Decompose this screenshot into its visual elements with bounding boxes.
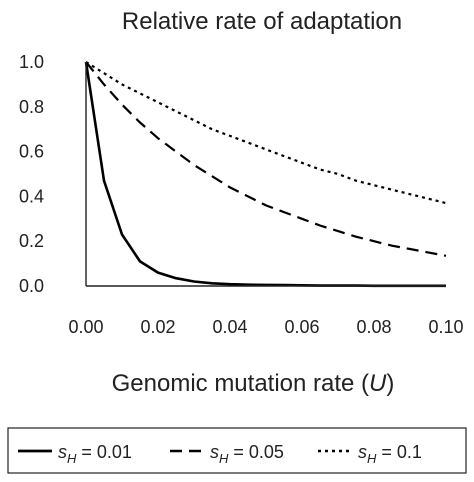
x-tick-label: 0.06 bbox=[284, 317, 319, 337]
series-line-solid bbox=[84, 61, 446, 288]
series-line-dashed bbox=[85, 61, 447, 257]
x-tick-label: 0.08 bbox=[356, 317, 391, 337]
legend-label: sH = 0.1 bbox=[358, 442, 422, 466]
y-axis-ticks: 0.0 0.2 0.4 0.6 0.8 1.0 bbox=[19, 52, 44, 296]
legend-box bbox=[7, 427, 467, 474]
legend-label: sH = 0.01 bbox=[58, 442, 132, 466]
x-axis-label: Genomic mutation rate (U) bbox=[112, 370, 395, 397]
x-axis-ticks: 0.00 0.02 0.04 0.06 0.08 0.10 bbox=[68, 317, 463, 337]
x-tick-label: 0.02 bbox=[140, 317, 175, 337]
y-tick-label: 0.4 bbox=[19, 186, 44, 206]
y-tick-label: 1.0 bbox=[19, 52, 44, 72]
x-tick-label: 0.04 bbox=[212, 317, 247, 337]
y-tick-label: 0.8 bbox=[19, 97, 44, 117]
series-lines bbox=[84, 61, 447, 288]
chart-title: Relative rate of adaptation bbox=[122, 8, 402, 35]
y-tick-label: 0.6 bbox=[19, 142, 44, 162]
y-tick-label: 0.2 bbox=[19, 231, 44, 251]
x-tick-label: 0.10 bbox=[428, 317, 463, 337]
series-line-dotted bbox=[85, 61, 447, 205]
legend: sH = 0.01 sH = 0.05 sH = 0.1 bbox=[18, 442, 422, 466]
y-tick-label: 0.0 bbox=[19, 276, 44, 296]
legend-label: sH = 0.05 bbox=[210, 442, 284, 466]
x-tick-label: 0.00 bbox=[68, 317, 103, 337]
